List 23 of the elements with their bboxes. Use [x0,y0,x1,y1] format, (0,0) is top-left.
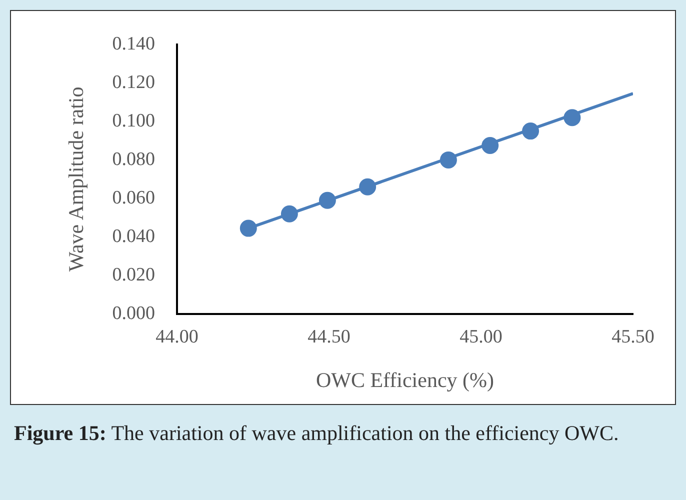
point [280,205,298,222]
x-tick-label: 45.50 [612,326,654,348]
point [318,192,336,209]
y-axis-title: Wave Amplitude ratio [64,86,88,272]
point [482,137,499,154]
y-tick-label: 0.080 [112,148,155,170]
y-tick-label: 0.040 [112,226,155,247]
point [522,122,540,140]
point [240,220,257,237]
y-tick-label: 0.120 [112,72,155,93]
x-tick-label: 44.50 [308,326,350,348]
point [359,178,376,196]
y-tick-label: 0.100 [112,110,155,132]
point [440,151,457,168]
y-tick-label: 0.000 [112,302,155,324]
x-axis-title: OWC Efficiency (%) [316,368,494,392]
caption: Figure 15: The variation of wave amplification on the efficiency OWC. [14,420,620,447]
point [564,109,581,126]
x-tick-label: 45.00 [460,326,502,348]
y-tick-label: 0.060 [112,187,155,208]
y-tick-label: 0.020 [112,264,155,286]
y-tick-label: 0.140 [112,33,155,54]
x-tick-label: 44.00 [156,326,198,348]
